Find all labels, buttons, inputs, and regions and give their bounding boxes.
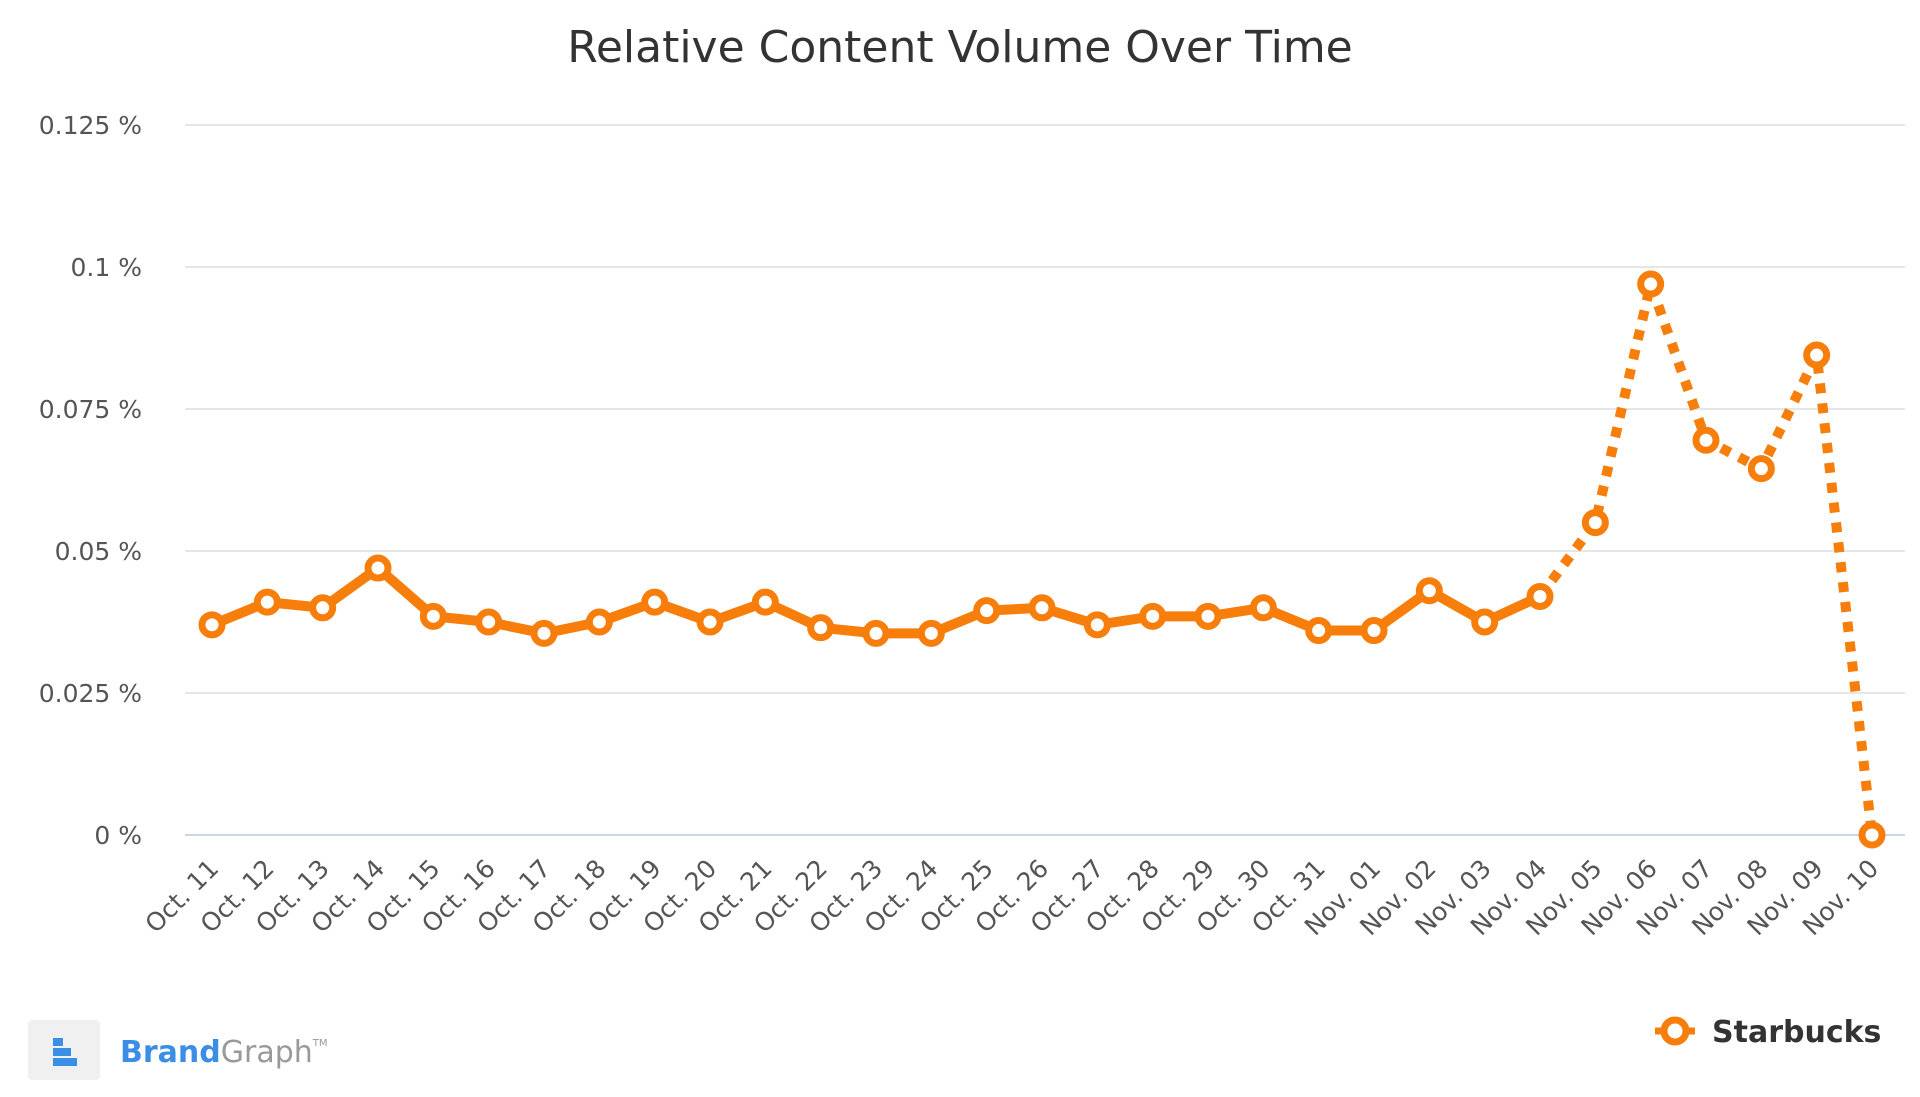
series-points[interactable]: [198, 270, 1886, 849]
data-point[interactable]: [253, 588, 281, 616]
y-tick-label: 0.075 %: [39, 395, 142, 424]
data-point[interactable]: [1028, 594, 1056, 622]
brand-trademark: TM: [312, 1038, 328, 1049]
grid-lines: [185, 124, 1905, 836]
data-point[interactable]: [1194, 602, 1222, 630]
chart-title: Relative Content Volume Over Time: [567, 22, 1353, 73]
data-point[interactable]: [1415, 577, 1443, 605]
y-tick-label: 0 %: [94, 821, 142, 850]
data-point[interactable]: [419, 602, 447, 630]
y-tick-label: 0.1 %: [71, 253, 142, 282]
series-starbucks[interactable]: [207, 279, 1877, 836]
brandgraph-logo-bar-1: [53, 1038, 63, 1046]
y-tick-label: 0.025 %: [39, 679, 142, 708]
data-point[interactable]: [1858, 821, 1886, 849]
legend-label-starbucks: Starbucks: [1712, 1015, 1881, 1050]
brandgraph-logo-bar-2: [53, 1048, 71, 1056]
data-point[interactable]: [198, 611, 226, 639]
data-point[interactable]: [1747, 455, 1775, 483]
data-point[interactable]: [641, 588, 669, 616]
data-point[interactable]: [862, 619, 890, 647]
data-point[interactable]: [1692, 426, 1720, 454]
brandgraph-logo-bar-3: [53, 1058, 77, 1066]
data-point[interactable]: [1803, 341, 1831, 369]
data-point[interactable]: [696, 608, 724, 636]
y-axis-ticks: 0 % 0.025 % 0.05 % 0.075 % 0.1 % 0.125 %: [39, 111, 142, 850]
data-point[interactable]: [1305, 617, 1333, 645]
data-point[interactable]: [917, 619, 945, 647]
data-point[interactable]: [1139, 602, 1167, 630]
data-point[interactable]: [1360, 617, 1388, 645]
y-tick-label: 0.05 %: [55, 537, 142, 566]
data-point[interactable]: [1526, 582, 1554, 610]
data-point[interactable]: [807, 614, 835, 642]
data-point[interactable]: [1637, 270, 1665, 298]
data-point[interactable]: [530, 619, 558, 647]
data-point[interactable]: [973, 597, 1001, 625]
data-point[interactable]: [1581, 509, 1609, 537]
brand-part1: Brand: [120, 1035, 221, 1070]
brand-part2: Graph: [221, 1035, 313, 1070]
brandgraph-wordmark: BrandGraphTM: [120, 1035, 328, 1070]
legend-marker-symbol: [1660, 1016, 1690, 1046]
data-point[interactable]: [585, 608, 613, 636]
data-point[interactable]: [1083, 611, 1111, 639]
legend[interactable]: Starbucks: [1655, 1015, 1881, 1050]
data-point[interactable]: [309, 594, 337, 622]
data-point[interactable]: [1249, 594, 1277, 622]
brandgraph-branding: BrandGraphTM: [28, 1020, 328, 1080]
data-point[interactable]: [475, 608, 503, 636]
data-point[interactable]: [1471, 608, 1499, 636]
y-tick-label: 0.125 %: [39, 111, 142, 140]
data-point[interactable]: [751, 588, 779, 616]
data-point[interactable]: [364, 554, 392, 582]
